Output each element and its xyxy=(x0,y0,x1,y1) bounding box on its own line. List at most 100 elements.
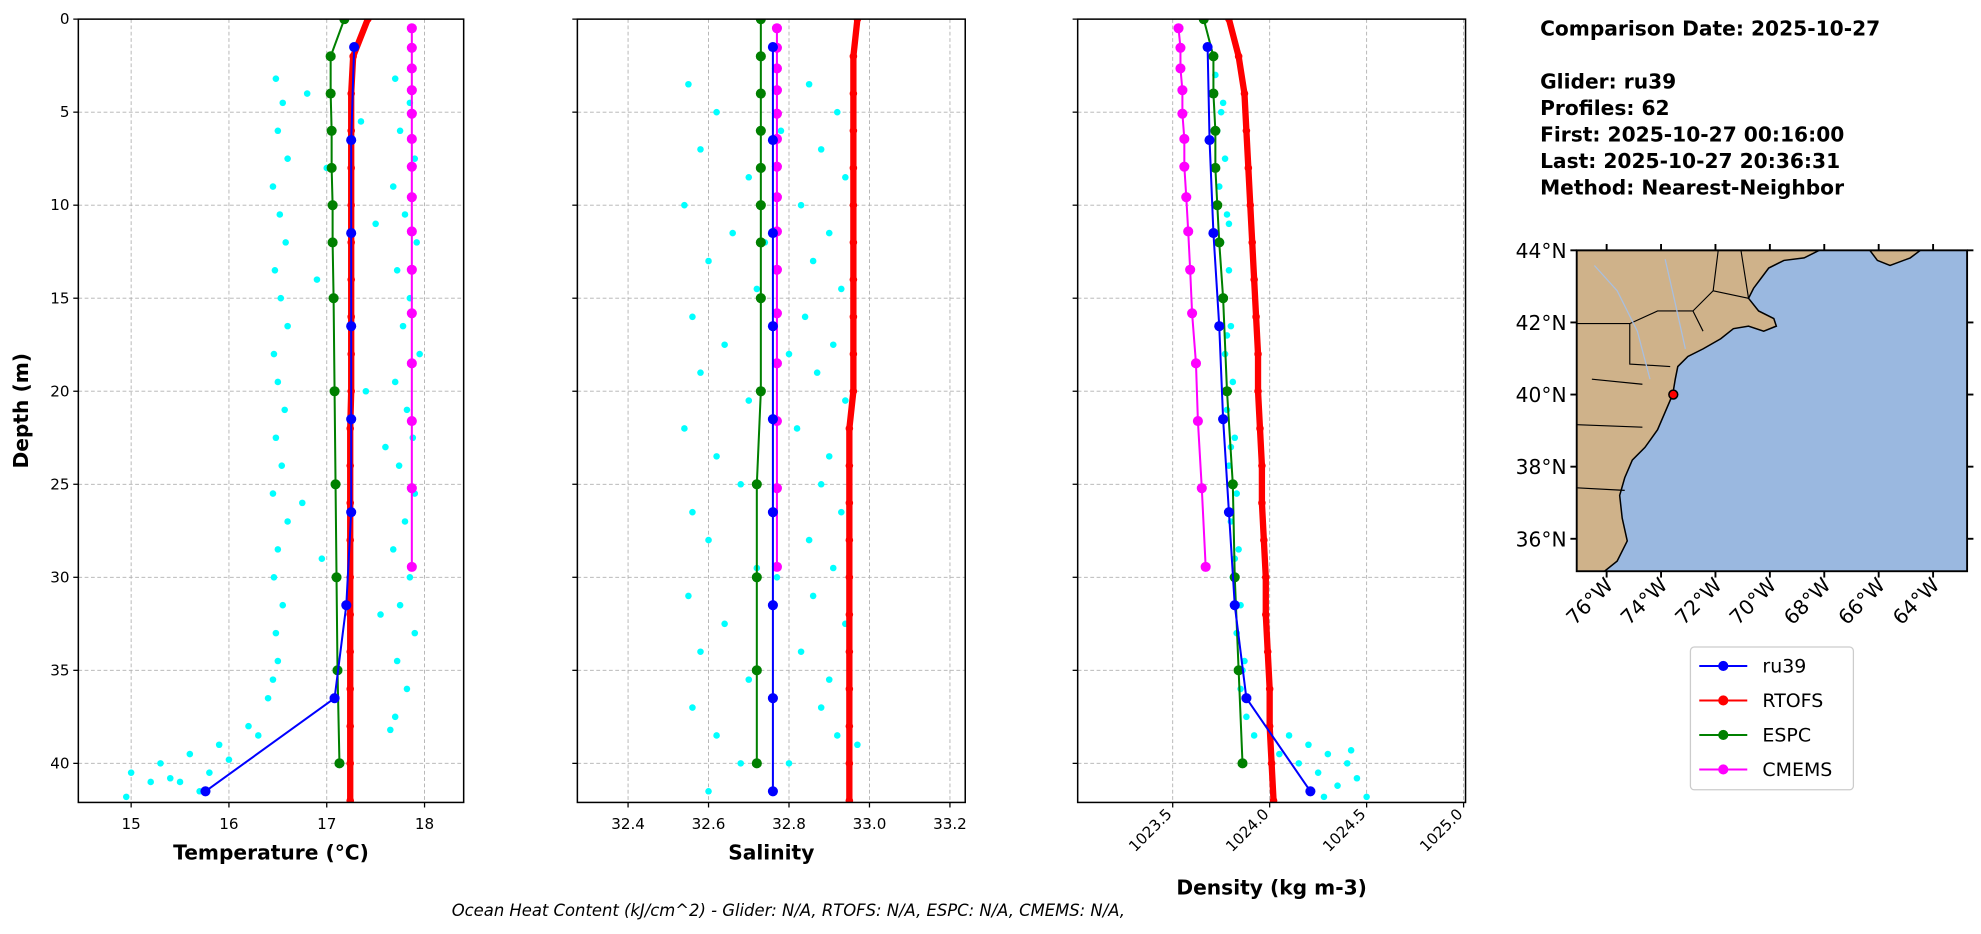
glider-point xyxy=(254,732,262,739)
profile-marker xyxy=(845,499,854,507)
profile-marker xyxy=(849,201,858,209)
glider-point xyxy=(745,173,753,181)
profile-marker xyxy=(1190,358,1202,369)
glider-point xyxy=(299,499,306,507)
glider-point xyxy=(713,732,720,739)
profile-marker xyxy=(845,536,854,544)
profile-marker xyxy=(346,414,357,425)
profile-marker xyxy=(1179,133,1190,145)
plot-area xyxy=(122,19,423,803)
glider-point xyxy=(274,657,282,665)
profile-marker xyxy=(849,52,858,61)
glider-point xyxy=(685,80,692,88)
glider-point xyxy=(269,490,277,497)
profile-marker xyxy=(1173,23,1184,34)
profile-marker xyxy=(771,264,782,275)
y-tick-label: 25 xyxy=(50,475,69,493)
profile-marker xyxy=(755,293,766,304)
profile-marker xyxy=(1241,693,1252,704)
glider-point xyxy=(829,564,837,572)
glider-point xyxy=(817,146,825,153)
glider-point xyxy=(411,629,419,637)
glider-point xyxy=(689,704,696,711)
glider-point xyxy=(801,313,809,321)
x-tick-label: 15 xyxy=(121,815,140,833)
profile-marker xyxy=(1175,42,1186,53)
profile-marker xyxy=(755,386,766,397)
glider-point xyxy=(281,406,288,414)
profile-marker xyxy=(751,758,762,769)
glider-point xyxy=(279,601,287,609)
glider-point xyxy=(406,574,414,581)
profile-marker xyxy=(406,85,417,96)
x-tick-label: 32.6 xyxy=(692,815,726,833)
profile-marker xyxy=(1223,507,1234,518)
profile-marker xyxy=(767,414,778,425)
profile-marker xyxy=(755,125,766,136)
profile-marker xyxy=(1202,41,1213,53)
glider-point xyxy=(817,480,825,488)
profile-marker xyxy=(1258,461,1266,470)
profile-marker xyxy=(1260,536,1268,544)
legend-marker xyxy=(1718,764,1729,775)
profile-marker xyxy=(755,237,766,248)
profile-marker xyxy=(1254,387,1262,396)
glider-point xyxy=(391,713,399,721)
x-axis-label: Salinity xyxy=(728,840,814,864)
glider-point xyxy=(1363,793,1370,801)
glider-point xyxy=(773,574,781,581)
glider-point xyxy=(245,722,252,730)
profile-marker xyxy=(326,162,337,174)
profile-marker xyxy=(771,561,782,572)
profile-marker xyxy=(1185,264,1196,275)
profile-marker xyxy=(1269,796,1278,803)
glider-point xyxy=(401,518,409,525)
profile-marker xyxy=(326,125,337,136)
profile-marker xyxy=(349,41,360,53)
profile-marker xyxy=(406,308,417,319)
profile-marker xyxy=(1252,313,1260,321)
profile-marker xyxy=(334,758,345,769)
glider-point xyxy=(186,750,194,758)
x-tick-label: 18 xyxy=(415,815,434,833)
glider-point xyxy=(391,75,399,82)
profile-marker xyxy=(1250,275,1258,284)
profile-marker xyxy=(330,479,341,490)
glider-point xyxy=(1334,782,1341,789)
profile-marker xyxy=(1177,85,1188,96)
profile-marker xyxy=(767,228,778,239)
profile-marker xyxy=(771,85,782,96)
profile-marker xyxy=(346,685,355,693)
glider-point xyxy=(842,397,849,404)
glider-point xyxy=(685,592,692,600)
profile-marker xyxy=(1256,424,1264,433)
profile-marker xyxy=(767,135,778,146)
profile-marker xyxy=(406,161,417,172)
profile-marker xyxy=(346,321,357,332)
glider-point xyxy=(825,676,833,683)
glider-point xyxy=(838,285,845,293)
profile-marker xyxy=(325,88,336,99)
profile-marker xyxy=(346,610,355,619)
glider-point xyxy=(303,90,311,97)
profile-marker xyxy=(771,192,782,203)
glider-position xyxy=(1668,389,1679,400)
profile-marker xyxy=(845,424,854,433)
legend-marker xyxy=(1718,660,1729,672)
profile-marker xyxy=(751,665,762,676)
glider-point xyxy=(270,350,278,358)
glider-point xyxy=(1233,490,1240,497)
profile-marker xyxy=(755,162,766,174)
x-tick-label: 32.4 xyxy=(611,815,645,833)
axes-frame xyxy=(1076,18,1467,804)
glider-point xyxy=(157,760,164,767)
profile-marker xyxy=(406,42,417,53)
info-block: Comparison Date: 2025-10-27 Glider: ru39… xyxy=(1540,17,1880,200)
glider-point xyxy=(721,620,728,628)
glider-point xyxy=(829,341,837,349)
profile-marker xyxy=(1210,162,1221,174)
glider-point xyxy=(1295,760,1303,767)
profile-marker xyxy=(327,237,338,248)
profile-marker xyxy=(1261,573,1270,582)
profile-marker xyxy=(849,313,858,321)
